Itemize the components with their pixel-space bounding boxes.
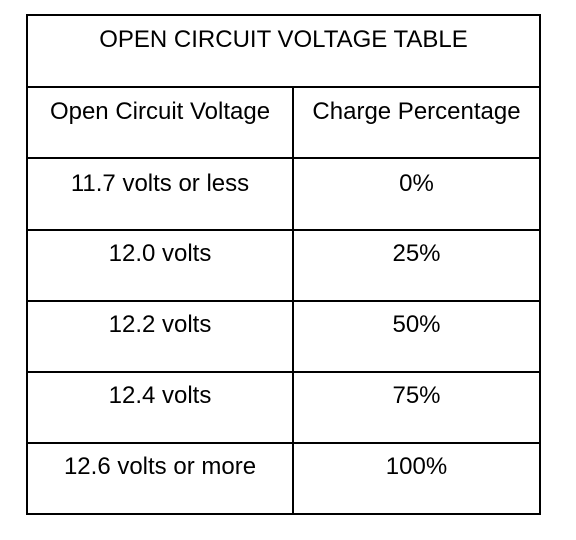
table-title: OPEN CIRCUIT VOLTAGE TABLE: [28, 16, 539, 88]
voltage-cell: 12.0 volts: [108, 240, 212, 267]
charge-cell: 50%: [392, 311, 441, 338]
charge-cell: 25%: [392, 240, 441, 267]
charge-cell: 75%: [392, 382, 441, 409]
voltage-cell: 12.4 volts: [108, 382, 212, 409]
voltage-cell: 11.7 volts or less: [70, 170, 250, 197]
open-circuit-voltage-table: OPEN CIRCUIT VOLTAGE TABLE Open Circuit …: [26, 14, 541, 515]
row-divider: [28, 442, 539, 444]
row-divider: [28, 371, 539, 373]
row-divider: [28, 157, 539, 159]
charge-cell: 0%: [399, 170, 434, 197]
voltage-cell: 12.2 volts: [108, 311, 212, 338]
column-header-voltage: Open Circuit Voltage: [49, 98, 271, 125]
voltage-cell: 12.6 volts or more: [63, 453, 257, 480]
row-divider: [28, 300, 539, 302]
row-divider: [28, 229, 539, 231]
column-header-charge: Charge Percentage: [312, 98, 521, 125]
charge-cell: 100%: [385, 453, 448, 480]
